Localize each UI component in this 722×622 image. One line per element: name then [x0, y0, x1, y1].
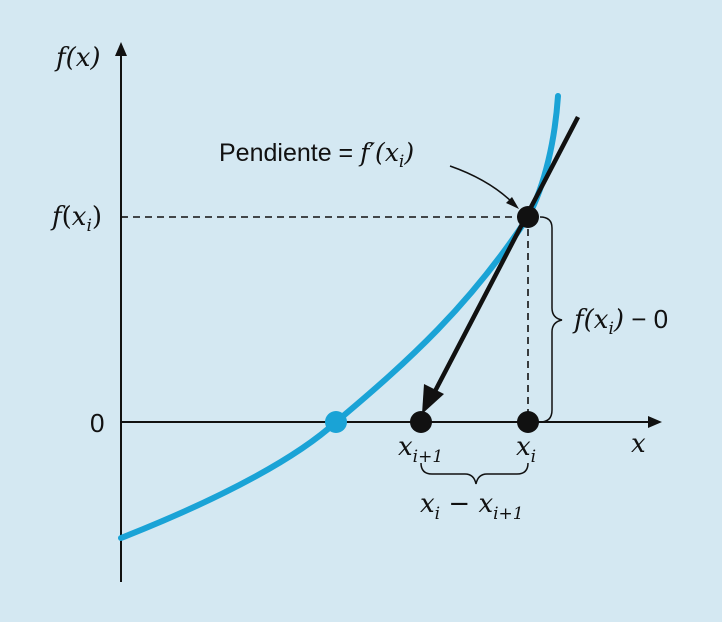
slope-label: Pendiente = f′(xi) — [219, 138, 414, 172]
xi-label: xi — [516, 432, 536, 467]
tangent-arrowhead — [422, 384, 444, 414]
fxi-minus-zero-label: f(xi) − 0 — [572, 304, 668, 339]
xi-plus-1-label: xi+1 — [398, 432, 443, 467]
zero-label: 0 — [90, 408, 104, 438]
root-point — [325, 411, 347, 433]
point-xi-plus-1 — [410, 411, 432, 433]
y-axis-label: f(x) — [54, 43, 101, 73]
y-axis-arrowhead — [115, 42, 127, 56]
tangent-line — [430, 115, 580, 399]
bottom-brace — [420, 462, 529, 485]
x-axis-label: x — [631, 429, 646, 459]
x-axis-arrowhead — [648, 416, 662, 428]
slope-pointer-arrowhead — [506, 197, 519, 209]
right-brace — [539, 216, 563, 423]
function-curve — [118, 93, 561, 541]
point-xi — [517, 411, 539, 433]
fxi-axis-label: f(xi) — [50, 202, 102, 236]
point-on-curve-xi — [517, 206, 539, 228]
xi-minus-xi-plus-1-label: xi − xi+1 — [420, 489, 524, 524]
slope-pointer-arrow — [449, 165, 515, 205]
